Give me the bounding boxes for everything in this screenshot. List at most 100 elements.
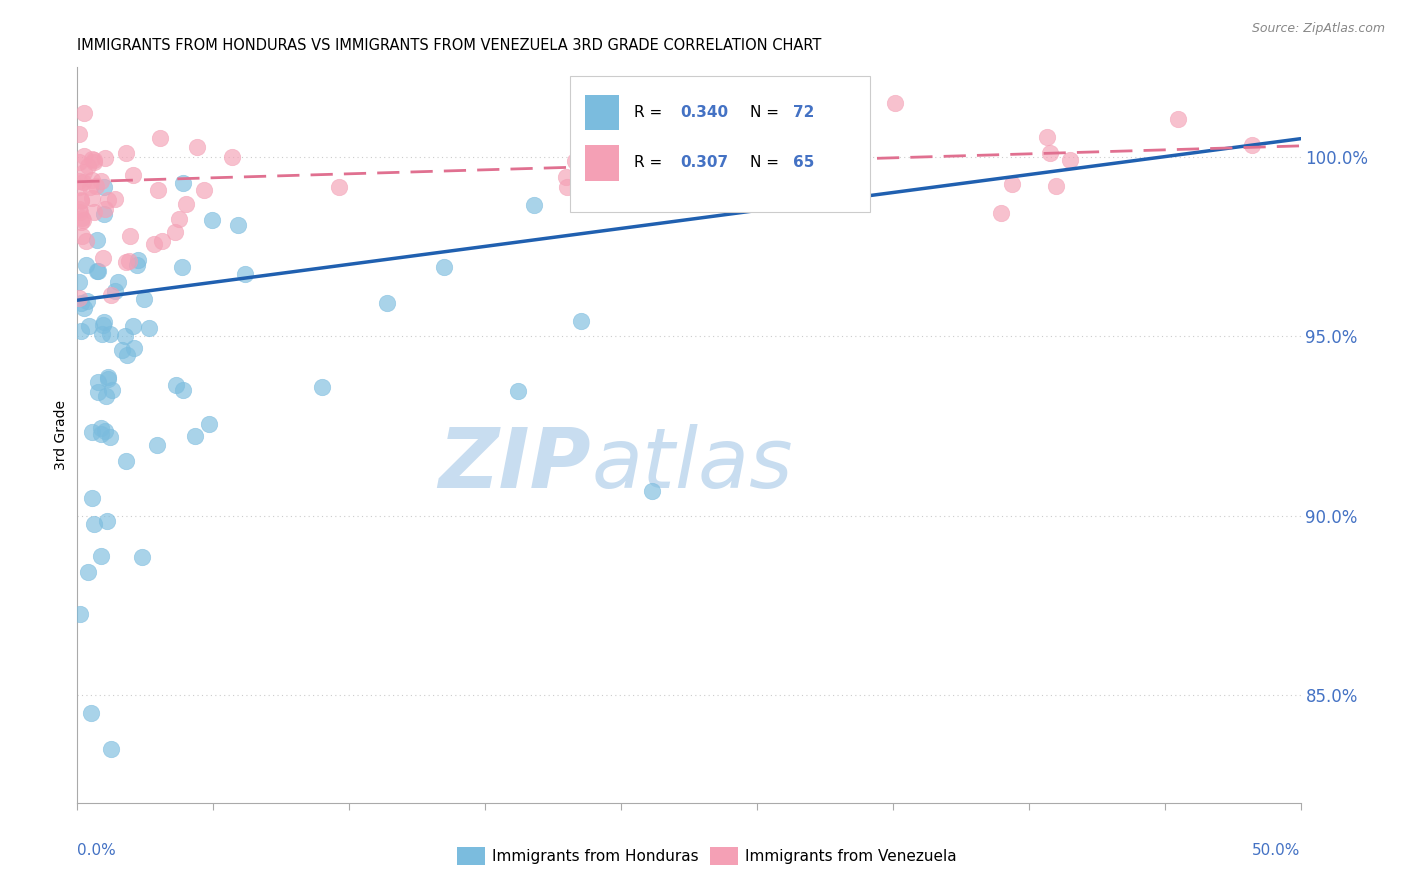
Point bbox=[69, 607, 91, 622]
Point bbox=[114, 328, 136, 343]
Text: Immigrants from Honduras: Immigrants from Honduras bbox=[492, 849, 699, 863]
Point bbox=[884, 95, 907, 110]
Point bbox=[90, 174, 112, 188]
Point bbox=[1036, 130, 1059, 145]
Point bbox=[94, 389, 117, 403]
Point bbox=[94, 202, 117, 217]
Point bbox=[77, 318, 100, 333]
Point bbox=[125, 258, 148, 272]
Point bbox=[93, 251, 115, 265]
Bar bbox=[585, 145, 619, 180]
Point bbox=[1167, 112, 1189, 126]
Point bbox=[67, 180, 90, 194]
Point bbox=[1039, 145, 1062, 160]
Point bbox=[67, 174, 90, 188]
Point bbox=[193, 183, 215, 197]
Point bbox=[98, 326, 121, 341]
Point bbox=[186, 139, 208, 153]
Point bbox=[727, 163, 749, 178]
Point bbox=[554, 170, 576, 185]
Point bbox=[75, 258, 97, 272]
Point bbox=[169, 212, 191, 227]
Point bbox=[82, 191, 104, 205]
Point bbox=[67, 127, 90, 141]
Point bbox=[75, 235, 97, 249]
Point bbox=[433, 260, 456, 274]
Point bbox=[800, 99, 823, 113]
Point bbox=[67, 291, 90, 305]
Point bbox=[104, 192, 127, 206]
Point bbox=[86, 263, 108, 277]
Point bbox=[118, 253, 141, 268]
Point bbox=[506, 384, 529, 398]
Point bbox=[143, 236, 166, 251]
Point bbox=[120, 229, 142, 244]
Point bbox=[132, 292, 155, 306]
Point bbox=[127, 252, 149, 267]
Point bbox=[800, 179, 823, 194]
Point bbox=[114, 146, 136, 161]
Text: Source: ZipAtlas.com: Source: ZipAtlas.com bbox=[1251, 22, 1385, 36]
Point bbox=[97, 372, 120, 386]
Point bbox=[111, 343, 134, 358]
Point bbox=[80, 706, 103, 720]
Point bbox=[77, 565, 100, 579]
Point bbox=[70, 211, 93, 226]
Point bbox=[228, 218, 250, 232]
Point bbox=[150, 234, 173, 248]
Point bbox=[70, 215, 93, 229]
Point bbox=[122, 341, 145, 355]
Point bbox=[523, 198, 546, 212]
Point bbox=[131, 549, 153, 564]
Text: 0.307: 0.307 bbox=[681, 155, 728, 170]
Point bbox=[86, 178, 108, 193]
Point bbox=[69, 205, 91, 219]
Point bbox=[97, 370, 120, 384]
Point bbox=[70, 194, 93, 208]
Point bbox=[83, 155, 105, 169]
Point bbox=[73, 105, 96, 120]
Point bbox=[775, 156, 797, 170]
Point bbox=[76, 294, 98, 309]
Point bbox=[80, 173, 103, 187]
Point bbox=[104, 284, 127, 298]
Point bbox=[73, 164, 96, 178]
Point bbox=[90, 421, 112, 435]
Point bbox=[375, 296, 398, 310]
Point bbox=[90, 549, 112, 563]
Point bbox=[165, 225, 187, 239]
Point bbox=[149, 131, 172, 145]
Point bbox=[174, 196, 197, 211]
Point bbox=[82, 425, 104, 440]
Point bbox=[76, 159, 98, 173]
Point bbox=[172, 176, 194, 190]
Point bbox=[1045, 178, 1067, 193]
Text: N =: N = bbox=[751, 105, 785, 120]
Point bbox=[146, 438, 169, 452]
Point bbox=[172, 383, 194, 397]
Point bbox=[72, 213, 94, 227]
Point bbox=[70, 228, 93, 243]
Point bbox=[184, 429, 207, 443]
Point bbox=[80, 153, 103, 167]
Point bbox=[100, 287, 122, 301]
Point bbox=[90, 427, 112, 442]
Point bbox=[115, 454, 138, 468]
Point bbox=[1240, 137, 1263, 152]
Point bbox=[122, 319, 145, 334]
Point bbox=[87, 264, 110, 278]
Point bbox=[569, 313, 592, 327]
Text: 0.0%: 0.0% bbox=[77, 843, 117, 858]
Text: Immigrants from Venezuela: Immigrants from Venezuela bbox=[745, 849, 957, 863]
Point bbox=[631, 121, 654, 136]
Point bbox=[1001, 177, 1024, 191]
Point bbox=[107, 275, 129, 289]
Point bbox=[704, 113, 727, 128]
Point bbox=[555, 179, 578, 194]
Point bbox=[221, 150, 243, 164]
Point bbox=[100, 742, 122, 756]
Point bbox=[198, 417, 221, 431]
Point bbox=[93, 179, 115, 194]
Point bbox=[650, 181, 672, 195]
Bar bbox=[585, 95, 619, 130]
